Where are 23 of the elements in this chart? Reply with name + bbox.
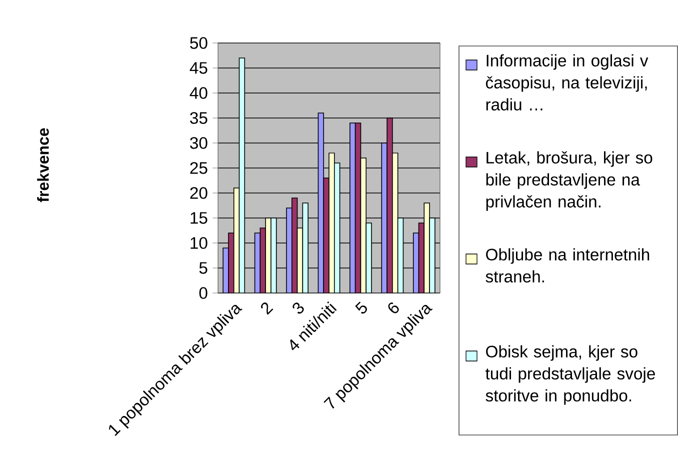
y-tick-label: 15 — [190, 212, 208, 224]
y-tick-label: 20 — [190, 187, 208, 199]
bar — [354, 122, 362, 293]
legend-label: Letak, brošura, kjer so bile predstavljene na privlačen način. — [486, 151, 652, 211]
bar — [254, 232, 261, 293]
x-tick-label: 6 — [388, 302, 399, 314]
bar — [296, 228, 304, 293]
legend-label: Informacije in oglasi v časopisu, na televiziji, radiu … — [486, 54, 648, 111]
y-tick-label: 45 — [190, 62, 208, 74]
bar — [397, 218, 404, 293]
x-tick-label: 2 — [261, 302, 274, 315]
y-tick-label: 5 — [199, 262, 208, 274]
y-tick-label: 50 — [190, 37, 208, 49]
y-tick-label: 10 — [190, 237, 208, 249]
y-tick-label: 30 — [190, 137, 208, 149]
y-tick-label: 40 — [190, 87, 208, 99]
y-tick-label: 35 — [190, 112, 208, 124]
y-axis-title: frekvence — [37, 128, 49, 202]
y-tick-label: 0 — [199, 287, 208, 299]
legend-label: Obisk sejma, kjer so tudi predstavljale svoje storitve in ponudbo. — [486, 345, 655, 405]
y-tick-label: 25 — [190, 162, 208, 174]
x-tick-label: 5 — [355, 302, 367, 314]
legend-label: Obljube na internetnih straneh. — [486, 248, 650, 283]
